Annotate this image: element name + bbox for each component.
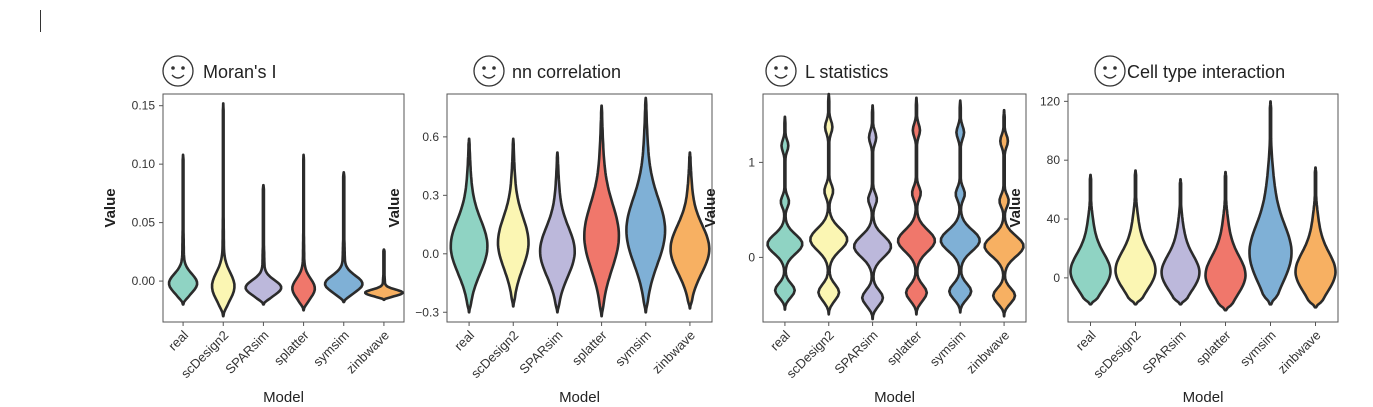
x-axis-label: Model [874, 389, 915, 406]
y-tick-label: 120 [1040, 94, 1060, 108]
violin-zinbwave [983, 108, 1025, 318]
y-tick-label: −0.3 [415, 305, 439, 319]
violin-SPARsim [244, 183, 283, 306]
x-tick-label: scDesign2 [783, 328, 837, 382]
x-tick-label: SPARsim [222, 328, 271, 377]
panel-title: Moran's I [203, 62, 276, 82]
y-axis-label: Value [1007, 188, 1024, 227]
smiley-face-icon [473, 55, 505, 87]
x-tick-label: zinbwave [649, 328, 698, 377]
violin-splatter [896, 96, 937, 316]
x-tick-label: SPARsim [1139, 328, 1188, 377]
smiley-face-icon [765, 55, 797, 87]
y-tick-label: 40 [1047, 212, 1061, 226]
violin-symsim [939, 99, 981, 314]
x-tick-label: symsim [1237, 328, 1279, 370]
panel-1: Moran's I 0.00 0.05 0.10 0.15 Value Model real s… [102, 55, 405, 406]
violin-zinbwave [669, 151, 711, 310]
violin-scDesign2 [809, 92, 849, 316]
x-tick-label: real [767, 327, 793, 353]
plot-frame [446, 93, 713, 323]
y-tick-label: 0.3 [422, 188, 439, 202]
panel-title: L statistics [805, 62, 888, 82]
x-tick-label: symsim [927, 328, 969, 370]
y-tick-label: 1 [748, 155, 755, 169]
x-axis-label: Model [1183, 389, 1224, 406]
y-tick-label: 0.6 [422, 130, 439, 144]
plot-frame [162, 93, 405, 323]
panel-2: nn correlation −0.3 0.0 0.3 0.6 Value Model rea… [386, 55, 713, 406]
y-axis-label: Value [102, 188, 119, 227]
x-axis-label: Model [263, 389, 304, 406]
y-tick-label: 0.05 [132, 216, 156, 230]
x-axis-label: Model [559, 389, 600, 406]
y-tick-label: 0.00 [132, 274, 156, 288]
x-tick-label: splatter [1193, 327, 1234, 368]
violin-SPARsim [1160, 178, 1201, 306]
y-axis-label: Value [386, 188, 403, 227]
y-tick-label: 0.15 [132, 99, 156, 113]
violin-SPARsim [852, 104, 893, 321]
panel-title: Cell type interaction [1127, 62, 1285, 82]
x-tick-label: splatter [271, 327, 312, 368]
violin-zinbwave [1294, 166, 1337, 309]
x-tick-label: real [451, 327, 477, 353]
x-tick-label: real [165, 327, 191, 353]
violin-zinbwave [364, 248, 404, 302]
y-axis-label: Value [702, 188, 719, 227]
y-tick-label: 0 [748, 250, 755, 264]
x-tick-label: symsim [612, 328, 654, 370]
violin-SPARsim [538, 151, 576, 314]
violin-scDesign2 [1114, 169, 1157, 306]
violin-splatter [1204, 170, 1247, 312]
violin-real [1069, 173, 1112, 306]
violin-scDesign2 [210, 102, 236, 318]
x-tick-label: splatter [884, 327, 925, 368]
plot-frame [762, 93, 1027, 323]
violin-real [167, 153, 199, 306]
violin-real [449, 137, 489, 314]
panel-4: Cell type interaction 0 40 80 120 Value Model r… [1007, 55, 1339, 406]
y-tick-label: 0 [1053, 271, 1060, 285]
smiley-face-icon [1094, 55, 1126, 87]
panel-title: nn correlation [512, 62, 621, 82]
x-tick-label: zinbwave [343, 328, 392, 377]
violin-real [766, 115, 804, 311]
panel-3: L statistics 0 1 Value Model realscDesign2SPA… [702, 55, 1027, 406]
violin-symsim [1248, 100, 1293, 306]
x-tick-label: SPARsim [831, 328, 880, 377]
x-tick-label: zinbwave [963, 328, 1012, 377]
violin-splatter [291, 153, 317, 312]
x-tick-label: scDesign2 [1090, 328, 1144, 382]
x-tick-label: zinbwave [1275, 328, 1324, 377]
violin-scDesign2 [496, 137, 530, 308]
text-cursor [40, 10, 41, 32]
y-tick-label: 0.10 [132, 157, 156, 171]
x-tick-label: real [1073, 327, 1099, 353]
x-tick-label: scDesign2 [468, 328, 522, 382]
smiley-face-icon [162, 55, 194, 87]
violin-symsim [323, 171, 364, 304]
y-tick-label: 0.0 [422, 247, 439, 261]
x-tick-label: SPARsim [516, 328, 565, 377]
x-tick-label: splatter [569, 327, 610, 368]
plot-frame [1067, 93, 1339, 323]
y-tick-label: 80 [1047, 153, 1061, 167]
violin-splatter [583, 104, 621, 318]
violin-symsim [625, 96, 667, 314]
